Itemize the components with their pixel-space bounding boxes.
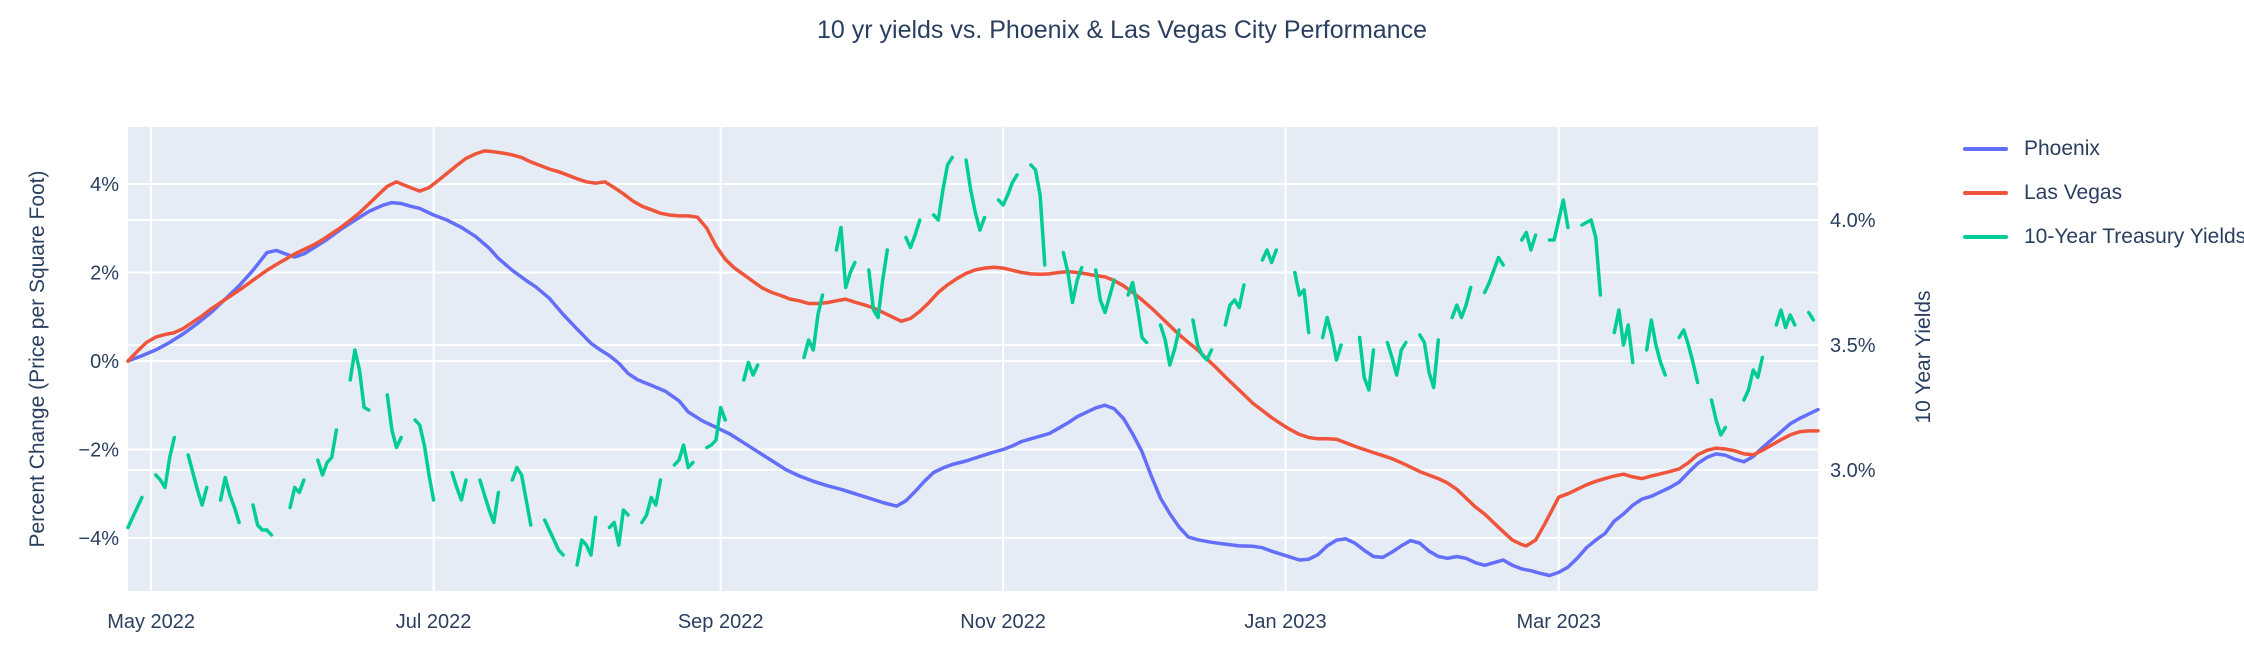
- x-tick-label: Sep 2022: [678, 611, 764, 633]
- x-tick-label: Mar 2023: [1516, 611, 1601, 633]
- right-axis-title: 10 Year Yields: [1912, 290, 1935, 424]
- legend-item-las-vegas[interactable]: Las Vegas: [1963, 171, 2244, 215]
- left-tick-label: 0%: [90, 351, 119, 373]
- treasury-line-swatch-icon: [1963, 235, 2008, 239]
- x-tick-label: Jul 2022: [396, 611, 472, 633]
- left-tick-label: 4%: [90, 174, 119, 196]
- legend-item-treasury[interactable]: 10-Year Treasury Yields: [1963, 215, 2244, 259]
- legend-label: Phoenix: [2024, 137, 2100, 160]
- 10-year-treasury-yields-series-line[interactable]: [126, 155, 1816, 567]
- phoenix-series-line[interactable]: [126, 200, 1820, 578]
- left-tick-label: 2%: [90, 263, 119, 285]
- legend: Phoenix Las Vegas 10-Year Treasury Yield…: [1963, 127, 2244, 259]
- right-tick-label: 4.0%: [1830, 210, 1876, 232]
- right-tick-label: 3.5%: [1830, 335, 1876, 357]
- legend-label: 10-Year Treasury Yields: [2024, 225, 2244, 248]
- legend-label: Las Vegas: [2024, 181, 2123, 204]
- chart-title: 10 yr yields vs. Phoenix & Las Vegas Cit…: [816, 16, 1427, 44]
- las-vegas-series-line[interactable]: [126, 149, 1820, 548]
- right-tick-label: 3.0%: [1830, 460, 1876, 482]
- x-tick-label: May 2022: [107, 611, 195, 633]
- legend-item-phoenix[interactable]: Phoenix: [1963, 127, 2244, 171]
- left-axis-title: Percent Change (Price per Square Foot): [26, 170, 49, 548]
- left-tick-label: −4%: [78, 528, 119, 550]
- phoenix-line-swatch-icon: [1963, 147, 2008, 151]
- x-tick-label: Nov 2022: [960, 611, 1046, 633]
- las-vegas-line-swatch-icon: [1963, 191, 2008, 195]
- x-tick-label: Jan 2023: [1244, 611, 1326, 633]
- left-tick-label: −2%: [78, 439, 119, 461]
